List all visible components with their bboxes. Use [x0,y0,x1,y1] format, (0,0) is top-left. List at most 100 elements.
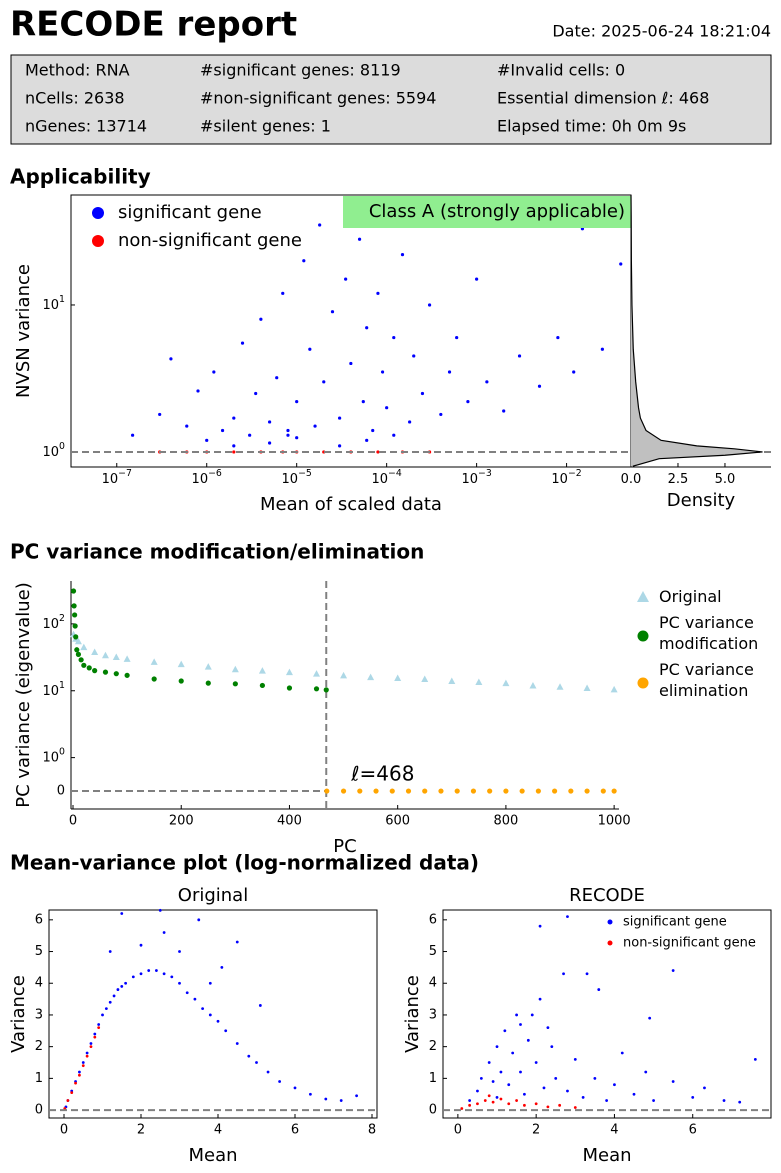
point [644,1070,648,1074]
point [205,438,209,442]
tick-label: 8 [368,1123,376,1138]
point [232,681,238,687]
tick-label-base: 10 [461,472,478,487]
tick-label: 6 [429,912,437,927]
point [583,684,591,691]
point [232,416,236,420]
point [178,678,184,684]
point [254,391,258,396]
point [671,969,675,972]
tick-label: 400 [277,814,302,829]
point [468,1099,472,1102]
point [285,668,293,676]
point [373,788,379,794]
point [620,1051,624,1055]
point [162,972,166,976]
axes-frame [48,909,378,1119]
point [338,444,342,448]
point [613,1083,616,1087]
point [286,685,293,691]
point [97,1026,101,1030]
point [286,433,290,437]
point [85,1054,89,1058]
tick-label-exponent: 0 [59,746,65,757]
point [475,678,483,686]
point [78,1070,81,1074]
tick-label: 4 [214,1123,222,1138]
info-text: Essential dimension ℓ: 468 [497,89,709,108]
tick-label: 102 [43,612,66,631]
x-axis-label: Mean [188,1145,237,1166]
tick-label: 6 [35,912,43,927]
tick-label: 200 [169,814,194,829]
tick-label: 3 [429,1007,437,1022]
info-text: #silent genes: 1 [200,117,331,136]
point [367,673,375,681]
point [323,687,329,693]
point [247,1054,251,1058]
subplot-title: Original [178,885,248,906]
tick-label: 101 [43,293,66,312]
point [597,988,601,991]
point [259,317,263,321]
tick-label: 0 [429,1103,437,1118]
point [131,433,135,437]
legend-marker [637,677,649,689]
point [581,1095,585,1099]
point [405,788,412,794]
point [78,1073,81,1077]
point [177,660,185,668]
point [235,940,239,944]
point [584,788,590,794]
point [534,1061,538,1064]
point [556,335,560,340]
info-text: #Invalid cells: 0 [497,61,625,80]
point [519,788,525,794]
point [74,1081,77,1085]
point [400,253,405,257]
tick-label: 600 [385,814,410,829]
tick-label: 4 [610,1123,618,1138]
point [108,950,112,953]
point [593,1076,597,1080]
point [313,686,320,692]
point [208,981,212,985]
tick-label: 800 [493,814,518,829]
point [573,1106,577,1109]
point [295,436,299,440]
subplot-title: RECODE [569,885,645,906]
section-title: PC variance modification/elimination [10,540,424,564]
point [487,1061,491,1064]
point [178,981,181,985]
point [93,1035,97,1039]
point [338,416,342,420]
tick-label-exponent: 0 [59,440,65,451]
point [112,994,116,998]
point [438,788,444,794]
point [605,1099,609,1102]
report-date: Date: 2025-06-24 18:21:04 [552,22,771,41]
point [204,663,212,670]
point [185,991,189,995]
point [278,1080,282,1083]
point [568,788,574,794]
tick-label: 10−2 [551,468,581,487]
point [485,380,489,384]
point [499,1070,503,1074]
point [286,428,290,433]
x-axis-label: Density [667,490,736,511]
tick-label-base: 10 [43,616,60,631]
point [120,912,124,915]
point [517,354,522,358]
annotation: Class A (strongly applicable) [369,201,625,222]
point [112,653,120,660]
point [89,1045,93,1049]
point [70,1091,74,1095]
point [389,788,395,794]
point [738,1100,742,1104]
point [585,972,589,976]
point [70,588,77,594]
point [340,671,348,679]
point [313,424,317,428]
point [216,1019,220,1023]
